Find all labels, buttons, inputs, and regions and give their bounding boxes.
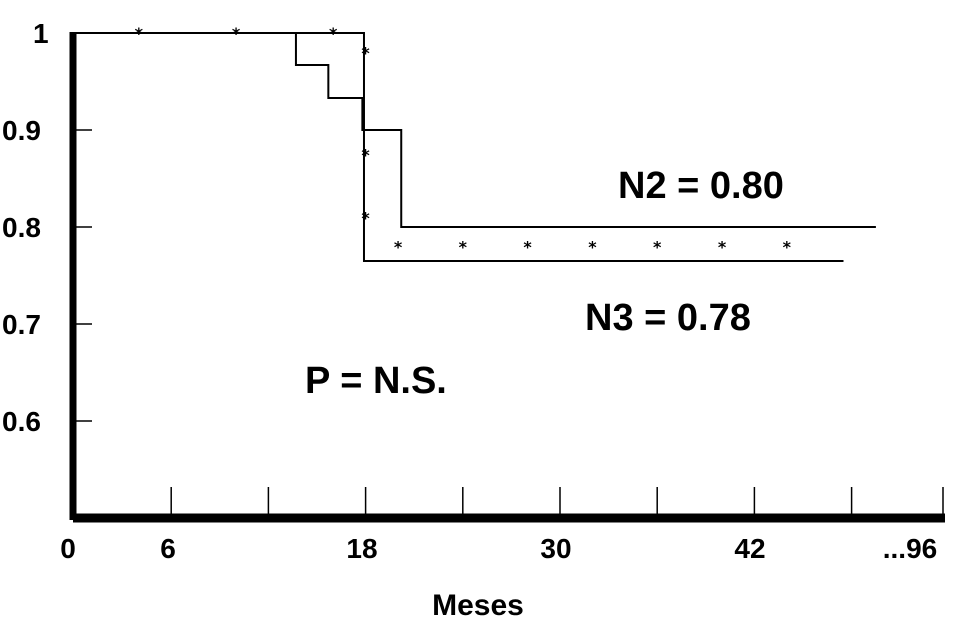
censor-mark: * (653, 237, 662, 256)
survival-curves (74, 32, 876, 262)
y-ticks: 1 0.9 0.8 0.7 0.6 (2, 18, 92, 437)
censor-mark: * (523, 237, 532, 256)
y-tick-label: 0.8 (2, 212, 41, 243)
annotation-n2: N2 = 0.80 (618, 165, 784, 207)
y-tick-label: 0.6 (2, 406, 41, 437)
x-tick-label: 30 (540, 533, 571, 564)
censor-mark: * (783, 237, 792, 256)
censor-mark: * (361, 43, 370, 62)
censor-mark: * (361, 208, 370, 227)
x-ticks: 0 6 18 30 42 ...96 (60, 487, 944, 564)
censor-mark: * (329, 24, 338, 43)
x-tick-label: 0 (60, 533, 76, 564)
curve-n2 (74, 32, 876, 228)
censor-mark: * (588, 237, 597, 256)
censor-mark: * (459, 237, 468, 256)
y-tick-label: 0.9 (2, 115, 41, 146)
y-tick-label: 1 (33, 18, 49, 49)
censor-mark: * (135, 24, 144, 43)
censor-mark: * (232, 24, 241, 43)
x-axis-label: Meses (432, 589, 524, 621)
censor-mark: * (718, 237, 727, 256)
y-tick-label: 0.7 (2, 309, 41, 340)
annotation-p-value: P = N.S. (305, 360, 447, 402)
x-tick-label: 6 (160, 533, 176, 564)
censor-mark: * (361, 145, 370, 164)
censor-mark: * (394, 237, 403, 256)
curve-n3 (74, 32, 844, 262)
annotation-n3: N3 = 0.78 (585, 297, 751, 339)
x-tick-label: ...96 (883, 533, 937, 564)
x-tick-label: 42 (734, 533, 765, 564)
x-tick-label: 18 (346, 533, 377, 564)
censor-marks: * * * * * * * * * * * * * (135, 24, 792, 256)
